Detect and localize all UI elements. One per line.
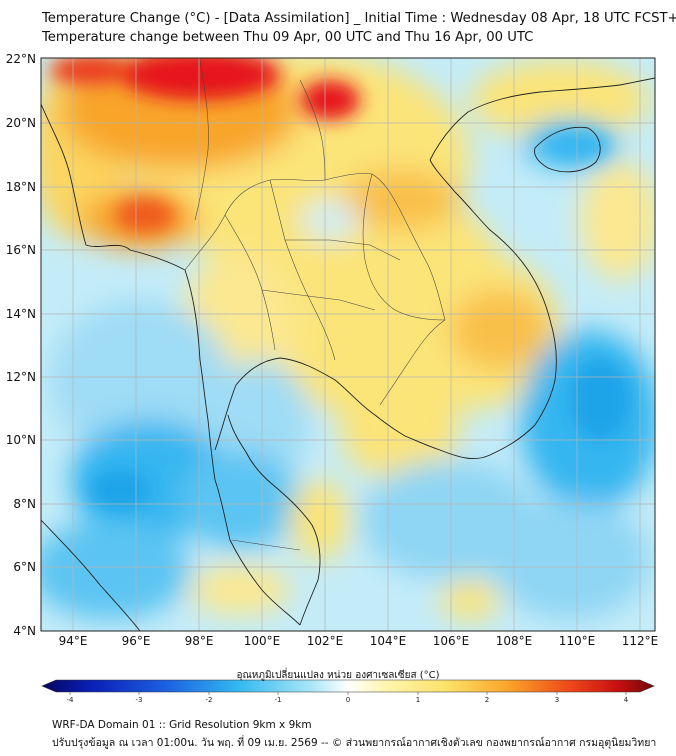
colorbar-tick: -3 <box>136 696 143 704</box>
colorbar-tick: 2 <box>485 696 489 704</box>
lon-label: 102°E <box>307 634 344 648</box>
admin-borders <box>184 59 446 551</box>
lat-label: 8°N <box>13 497 36 511</box>
colorbar-tick: -4 <box>67 696 75 704</box>
coastlines <box>41 77 655 631</box>
longitude-axis: 94°E 96°E 98°E 100°E 102°E 104°E 106°E 1… <box>59 634 659 648</box>
map-border <box>40 57 656 632</box>
temperature-field <box>41 58 655 631</box>
lat-label: 6°N <box>13 560 36 574</box>
latitude-axis: 22°N 20°N 18°N 16°N 14°N 12°N 10°N 8°N 6… <box>6 52 36 638</box>
colorbar-label: อุณหภูมิเปลี่ยนแปลง หน่วย องศาเซลเซียส (… <box>236 670 440 681</box>
lon-label: 98°E <box>185 634 214 648</box>
lat-label: 16°N <box>6 243 36 257</box>
colorbar-tick: 1 <box>416 696 420 704</box>
lon-label: 112°E <box>622 634 659 648</box>
colorbar-tick: 3 <box>555 696 559 704</box>
colorbar: -4 -3 -2 -1 0 1 2 3 4 <box>41 679 655 704</box>
lon-label: 100°E <box>244 634 281 648</box>
lon-label: 104°E <box>370 634 407 648</box>
colorbar-gradient <box>41 679 655 693</box>
lat-label: 18°N <box>6 180 36 194</box>
lon-label: 110°E <box>559 634 596 648</box>
graticule <box>41 58 655 631</box>
lat-label: 10°N <box>6 433 36 447</box>
colorbar-tick: -2 <box>206 696 213 704</box>
lat-label: 22°N <box>6 52 36 66</box>
lat-label: 14°N <box>6 307 36 321</box>
lat-label: 20°N <box>6 116 36 130</box>
title-line-1: Temperature Change (°C) - [Data Assimila… <box>42 11 676 26</box>
colorbar-tick: 0 <box>346 696 350 704</box>
lon-label: 108°E <box>496 634 533 648</box>
lon-label: 96°E <box>122 634 151 648</box>
lat-label: 4°N <box>13 624 36 638</box>
colorbar-tick: 4 <box>624 696 629 704</box>
lon-label: 94°E <box>59 634 88 648</box>
lat-label: 12°N <box>6 370 36 384</box>
colorbar-tick-marks <box>69 692 627 695</box>
footer-update-info: ปรับปรุงข้อมูล ณ เวลา 01:00น. วัน พฤ. ที… <box>52 737 657 749</box>
title-line-2: Temperature change between Thu 09 Apr, 0… <box>42 30 534 45</box>
lon-label: 106°E <box>433 634 470 648</box>
colorbar-tick: -1 <box>275 696 282 704</box>
footer-model-info: WRF-DA Domain 01 :: Grid Resolution 9km … <box>52 719 312 731</box>
